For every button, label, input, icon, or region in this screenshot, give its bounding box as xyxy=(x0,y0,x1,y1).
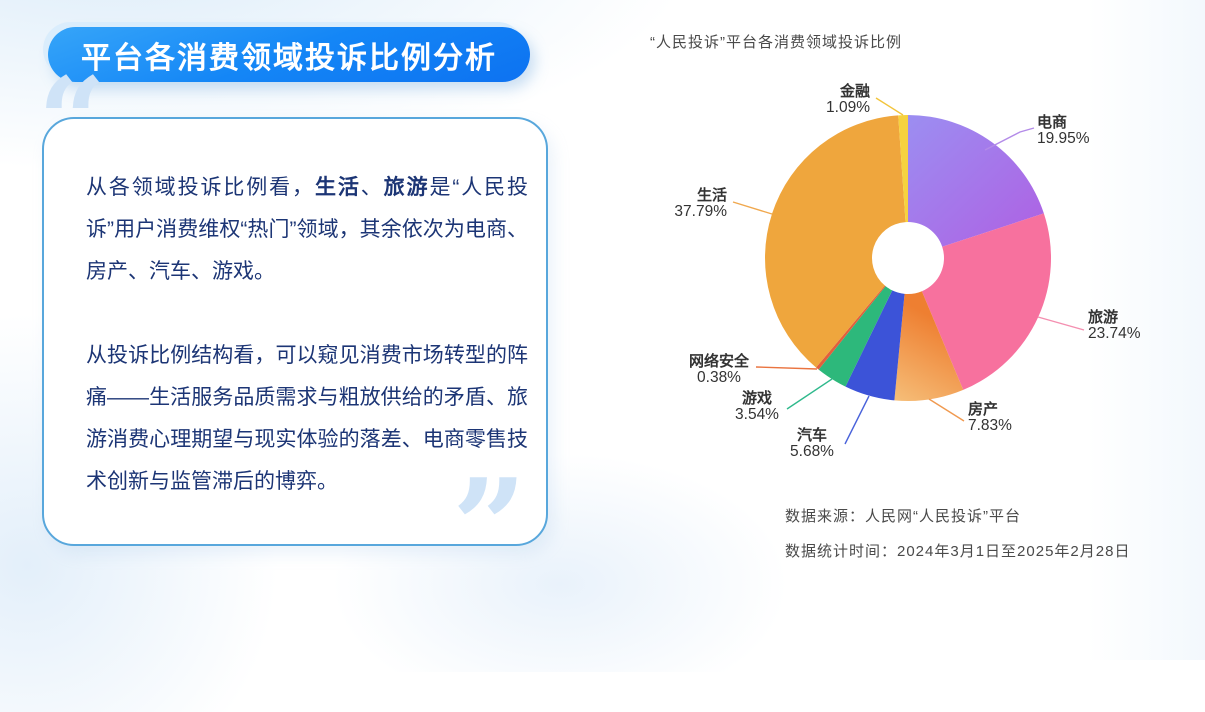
slice-value-auto: 5.68% xyxy=(790,443,834,460)
label-line-cybersecurity xyxy=(755,366,818,370)
data-source-line: 数据来源：人民网“人民投诉”平台 xyxy=(785,508,1021,525)
summary-paragraph-1: 从各领域投诉比例看，生活、旅游是“人民投诉”用户消费维权“热门”领域，其余依次为… xyxy=(86,176,529,283)
pie-slice-finance xyxy=(898,115,908,223)
label-line-finance xyxy=(875,97,904,116)
label-line-auto xyxy=(844,395,870,445)
label-line-real-estate xyxy=(928,398,965,422)
slice-value-cybersecurity: 0.38% xyxy=(697,369,741,386)
slice-label-ecommerce: 电商 xyxy=(1037,113,1067,131)
slice-label-games: 游戏 xyxy=(742,389,772,407)
slice-value-life: 37.79% xyxy=(674,203,727,220)
summary-panel: 从各领域投诉比例看，生活、旅游是“人民投诉”用户消费维权“热门”领域，其余依次为… xyxy=(42,117,548,546)
slice-label-finance: 金融 xyxy=(839,82,870,100)
pie-slice-auto xyxy=(845,290,905,401)
slice-label-life: 生活 xyxy=(697,186,727,204)
label-line-travel xyxy=(1037,316,1085,331)
summary-text: 从各领域投诉比例看，生活、旅游是“人民投诉”用户消费维权“热门”领域，其余依次为… xyxy=(86,167,528,545)
label-line-ecommerce xyxy=(984,127,1035,151)
pie-slice-games xyxy=(818,286,893,387)
slice-value-ecommerce: 19.95% xyxy=(1037,130,1090,147)
slice-value-real-estate: 7.83% xyxy=(968,417,1012,434)
title-banner: 平台各消费领域投诉比例分析 xyxy=(48,27,530,82)
label-line-games xyxy=(786,378,833,410)
slice-value-travel: 23.74% xyxy=(1088,325,1141,342)
slice-label-cybersecurity: 网络安全 xyxy=(689,352,750,370)
pie-slice-travel xyxy=(921,213,1052,390)
pie-slice-cybersecurity xyxy=(816,285,886,370)
slice-label-real-estate: 房产 xyxy=(968,400,998,418)
slice-value-finance: 1.09% xyxy=(826,99,870,116)
data-period-line: 数据统计时间：2024年3月1日至2025年2月28日 xyxy=(785,543,1131,560)
pie-slice-life xyxy=(765,115,906,368)
pie-slice-ecommerce xyxy=(908,115,1044,247)
pie-slice-real-estate xyxy=(894,291,964,402)
summary-paragraph-2: 从投诉比例结构看，可以窥见消费市场转型的阵痛——生活服务品质需求与粗放供给的矛盾… xyxy=(86,344,528,493)
slice-value-games: 3.54% xyxy=(735,406,779,423)
chart-title: “人民投诉”平台各消费领域投诉比例 xyxy=(650,34,902,51)
slice-label-travel: 旅游 xyxy=(1088,308,1118,326)
slice-label-auto: 汽车 xyxy=(797,426,827,444)
page-title: 平台各消费领域投诉比例分析 xyxy=(81,41,497,75)
label-line-life xyxy=(732,201,773,215)
